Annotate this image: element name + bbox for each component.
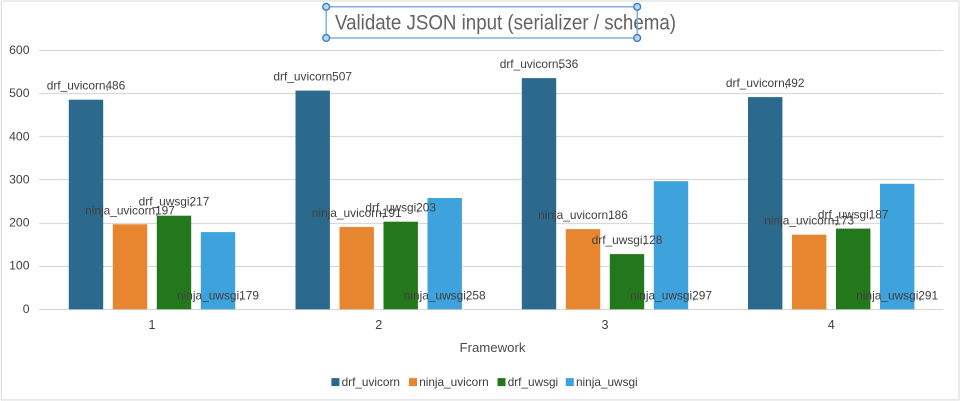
svg-text:ninja_uwsgi: ninja_uwsgi — [576, 375, 638, 389]
svg-text:ninja_uwsgi,297: ninja_uwsgi,297 — [630, 289, 712, 303]
svg-text:100: 100 — [9, 259, 30, 273]
svg-text:Validate JSON input (serialize: Validate JSON input (serializer / schema… — [335, 12, 676, 35]
svg-text:300: 300 — [9, 172, 30, 186]
svg-text:4: 4 — [828, 318, 835, 332]
svg-text:drf_uvicorn,492: drf_uvicorn,492 — [726, 76, 805, 90]
svg-text:ninja_uvicorn,197: ninja_uvicorn,197 — [85, 203, 175, 217]
svg-text:ninja_uwsgi,179: ninja_uwsgi,179 — [177, 289, 259, 303]
svg-text:200: 200 — [9, 216, 30, 230]
svg-text:3: 3 — [601, 318, 608, 332]
svg-text:ninja_uvicorn,186: ninja_uvicorn,186 — [538, 208, 628, 222]
svg-text:drf_uvicorn,536: drf_uvicorn,536 — [500, 57, 579, 71]
svg-text:ninja_uvicorn: ninja_uvicorn — [419, 375, 489, 389]
svg-text:400: 400 — [9, 129, 30, 143]
svg-text:drf_uvicorn: drf_uvicorn — [342, 375, 400, 389]
svg-text:drf_uvicorn,486: drf_uvicorn,486 — [47, 79, 126, 93]
svg-text:500: 500 — [9, 86, 30, 100]
svg-text:600: 600 — [9, 43, 30, 57]
svg-text:ninja_uwsgi,258: ninja_uwsgi,258 — [404, 289, 486, 303]
svg-text:drf_uwsgi,187: drf_uwsgi,187 — [818, 208, 889, 222]
svg-text:2: 2 — [375, 318, 382, 332]
svg-text:1: 1 — [148, 318, 155, 332]
svg-text:ninja_uvicorn,173: ninja_uvicorn,173 — [764, 214, 854, 228]
svg-text:drf_uvicorn,507: drf_uvicorn,507 — [273, 70, 352, 84]
svg-text:drf_uwsgi,217: drf_uwsgi,217 — [139, 195, 210, 209]
svg-text:drf_uwsgi,128: drf_uwsgi,128 — [592, 233, 663, 247]
svg-text:Framework: Framework — [460, 340, 526, 355]
svg-text:ninja_uwsgi,291: ninja_uwsgi,291 — [856, 289, 938, 303]
svg-text:ninja_uvicorn,191: ninja_uvicorn,191 — [312, 206, 402, 220]
svg-text:drf_uwsgi: drf_uwsgi — [508, 375, 559, 389]
svg-text:drf_uwsgi,203: drf_uwsgi,203 — [365, 201, 436, 215]
svg-text:0: 0 — [23, 302, 30, 316]
